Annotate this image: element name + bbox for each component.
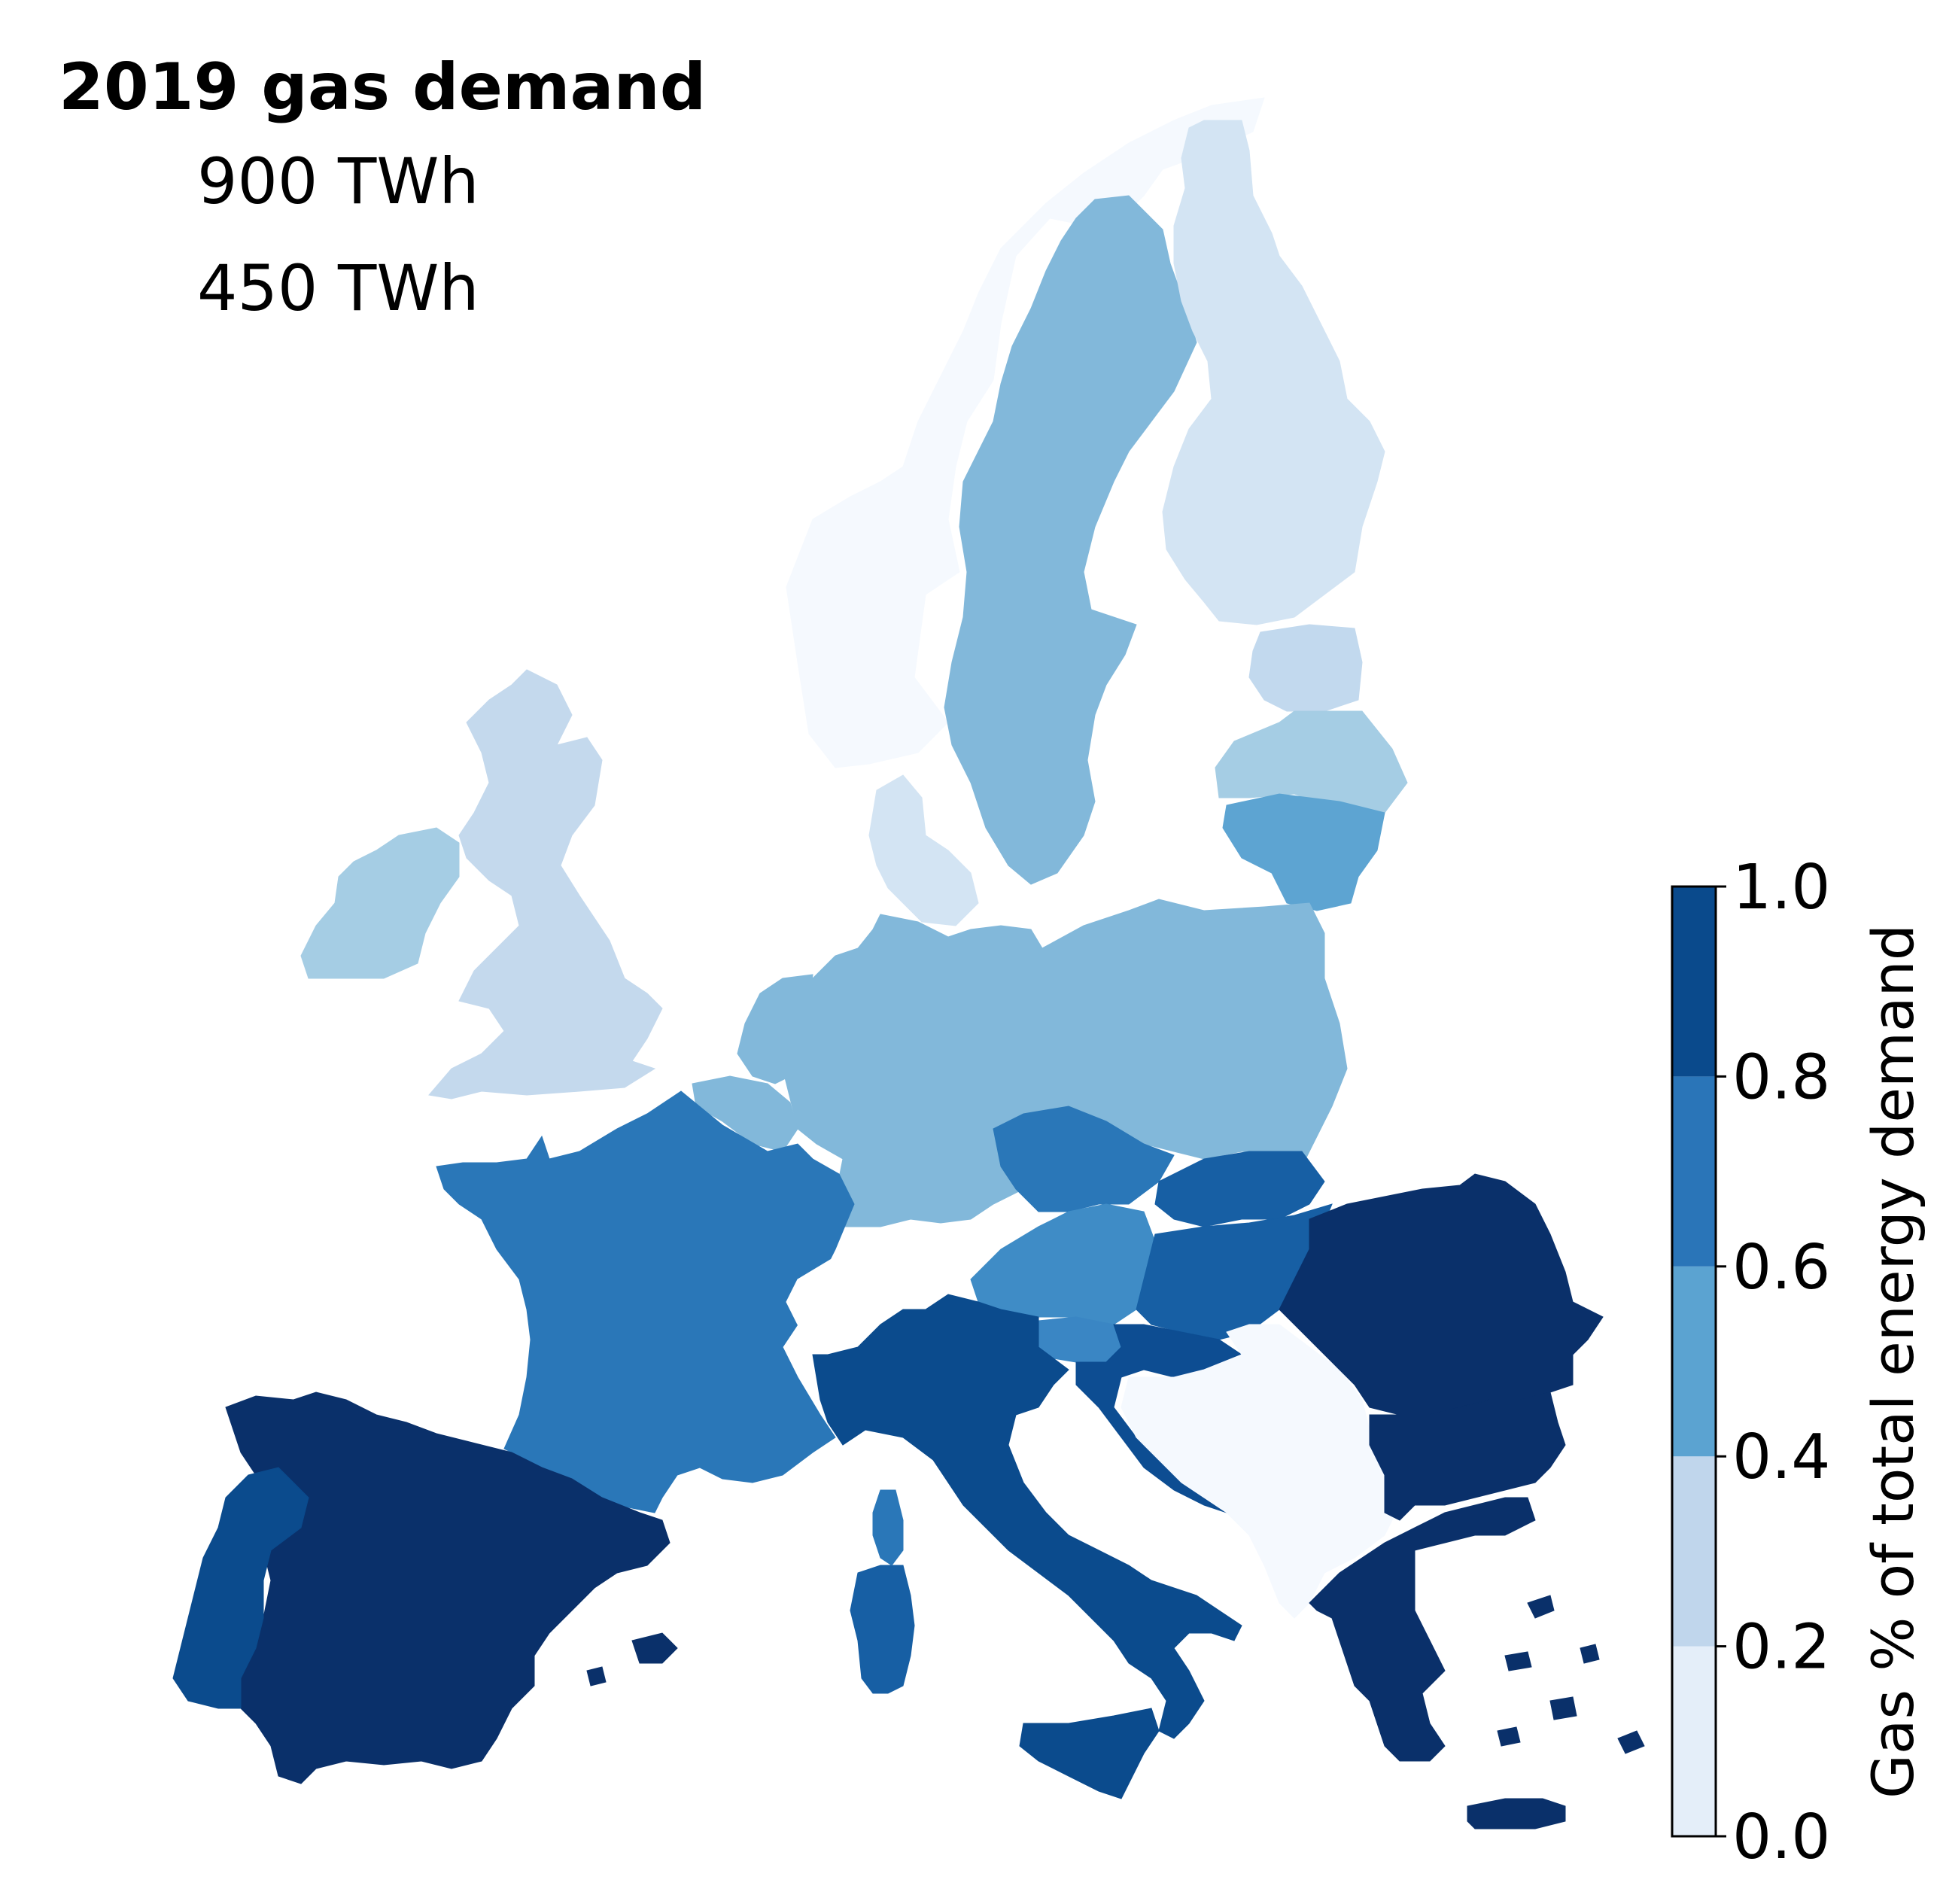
legend-size-entry-large: 900 TWh — [197, 144, 479, 218]
region-western-balkans — [1121, 1324, 1400, 1619]
legend-title: 2019 gas demand — [59, 50, 707, 125]
colorbar-tick-label-2: 0.4 — [1732, 1422, 1830, 1493]
colorbar-tick-label-5: 1.0 — [1732, 852, 1830, 923]
region-netherlands — [737, 974, 813, 1084]
colorbar-bin-1 — [1672, 1456, 1716, 1647]
colorbar-ticks: 0.0 0.2 0.4 0.6 0.8 1.0 — [1716, 852, 1830, 1873]
colorbar-bin-3 — [1672, 1076, 1716, 1267]
region-austria — [970, 1203, 1156, 1325]
colorbar: 0.0 0.2 0.4 0.6 0.8 1.0 Gas % of total energy… — [1671, 852, 1926, 1873]
colorbar-tick-label-1: 0.2 — [1732, 1612, 1830, 1683]
region-sweden — [944, 195, 1197, 885]
region-balearic-islands — [586, 1632, 678, 1687]
region-belgium — [692, 1075, 798, 1152]
colorbar-bin-0 — [1672, 1646, 1716, 1836]
region-latvia — [1215, 710, 1408, 814]
colorbar-frame — [1671, 885, 1717, 1838]
region-portugal — [172, 1467, 309, 1709]
region-lithuania — [1222, 793, 1385, 911]
region-estonia — [1248, 624, 1363, 712]
region-united-kingdom — [428, 669, 663, 1100]
region-rhodes — [1617, 1730, 1645, 1754]
region-finland — [1162, 120, 1385, 625]
region-denmark — [868, 774, 979, 926]
region-czechia — [993, 1106, 1175, 1212]
colorbar-bin-4 — [1672, 887, 1716, 1077]
region-crete — [1467, 1798, 1566, 1829]
region-sicily — [1019, 1708, 1160, 1799]
region-italy — [812, 1294, 1242, 1739]
region-corsica — [872, 1489, 904, 1566]
colorbar-bin-2 — [1672, 1266, 1716, 1457]
colorbar-label: Gas % of total energy demand — [1859, 924, 1926, 1799]
colorbar-tick-label-0: 0.0 — [1732, 1802, 1830, 1873]
region-sardinia — [850, 1565, 915, 1694]
region-slovenia — [1038, 1316, 1122, 1363]
colorbar-bins — [1672, 887, 1716, 1836]
region-bulgaria — [1369, 1392, 1566, 1521]
region-spain — [225, 1392, 670, 1784]
region-romania — [1279, 1173, 1604, 1416]
region-slovakia — [1154, 1151, 1325, 1227]
country-shapes — [172, 97, 1645, 1829]
region-ireland — [300, 827, 460, 979]
colorbar-tick-label-4: 0.8 — [1732, 1042, 1830, 1113]
colorbar-tick-label-3: 0.6 — [1732, 1232, 1830, 1303]
region-aegean-islands — [1497, 1595, 1600, 1747]
legend-size-entry-small: 450 TWh — [197, 251, 479, 325]
region-greece — [1309, 1497, 1536, 1762]
